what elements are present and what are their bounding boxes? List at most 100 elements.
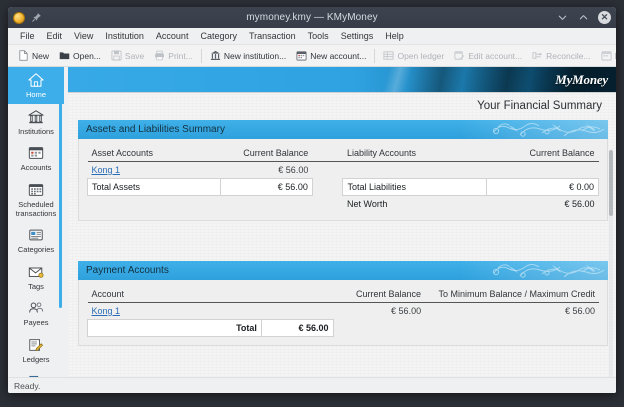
payment-account-name-cell[interactable]: Kong 1 [88, 303, 334, 320]
sidebar-content-splitter[interactable] [64, 67, 68, 377]
section-title-payment-accounts: Payment Accounts [86, 265, 169, 276]
sidebar-item-payees[interactable]: Payees [8, 295, 64, 332]
credit-transfer-icon [601, 50, 612, 61]
menu-item-category[interactable]: Category [200, 31, 237, 41]
gap-cell-2 [425, 320, 599, 337]
menu-item-account[interactable]: Account [155, 31, 189, 41]
table-header-row: Account Current Balance To Minimum Balan… [87, 287, 599, 303]
toolbar-button-open[interactable]: Open... [54, 48, 106, 63]
toolbar-button-save-label: Save [124, 50, 145, 61]
menu-item-institution[interactable]: Institution [105, 31, 144, 41]
home-icon [26, 71, 46, 89]
tag-icon [26, 263, 46, 281]
total-assets-value: € 56.00 [219, 178, 313, 196]
sidebar-item-categories-label: Categories [17, 245, 55, 255]
sidebar: Home Institutions [8, 67, 64, 377]
table-row-totals: Total € 56.00 [87, 319, 600, 337]
payment-account-to-minimum-cell: € 56.00 [564, 306, 595, 317]
sidebar-item-ledgers[interactable]: Ledgers [8, 332, 64, 369]
sidebar-scrollbar-thumb[interactable] [59, 69, 62, 308]
toolbar-button-new-credit-transfer-label: New credit transfer [615, 51, 616, 61]
toolbar-button-save: Save [106, 48, 149, 63]
menu-item-transaction[interactable]: Transaction [248, 31, 296, 41]
title-bar[interactable]: mymoney.kmy — KMyMoney ✕ [8, 7, 616, 28]
menu-item-help[interactable]: Help [385, 31, 404, 41]
accounts-icon [26, 144, 46, 162]
section-body-assets-liabilities: Asset Accounts Current Balance Liability… [78, 139, 608, 221]
col-to-minimum-balance: To Minimum Balance / Maximum Credit [425, 287, 599, 303]
sidebar-item-categories[interactable]: Categories [8, 222, 64, 259]
section-payment-accounts: Payment Accounts [78, 261, 608, 346]
col-asset-accounts: Asset Accounts [87, 146, 221, 162]
net-worth-value: € 56.00 [564, 199, 595, 209]
sidebar-item-scheduled-transactions[interactable]: Scheduled transactions [8, 177, 64, 222]
sidebar-item-institutions[interactable]: Institutions [8, 104, 64, 141]
menu-item-edit[interactable]: Edit [46, 31, 63, 41]
payment-total-label: Total [87, 319, 262, 337]
filigree-ornament-icon [492, 264, 605, 278]
toolbar-button-print-label: Print... [168, 50, 193, 61]
toolbar-button-edit-account: Edit account... [449, 48, 527, 63]
sidebar-item-tags[interactable]: Tags [8, 259, 64, 296]
menu-item-view[interactable]: View [74, 31, 94, 41]
content-scrollbar-thumb[interactable] [609, 150, 613, 216]
toolbar-button-new-institution[interactable]: New institution... [205, 48, 291, 63]
assets-liabilities-table: Asset Accounts Current Balance Liability… [87, 146, 600, 213]
asset-account-name-cell[interactable]: Kong 1 [88, 162, 221, 179]
payees-icon [26, 299, 46, 317]
reconcile-icon [532, 50, 543, 61]
menu-item-tools[interactable]: Tools [307, 31, 329, 41]
toolbar-button-new-label: New [32, 50, 50, 61]
minimize-icon[interactable] [556, 11, 569, 24]
summary-scroll-area[interactable]: Assets and Liabilities Summary [68, 120, 616, 377]
net-worth-empty-cell [88, 196, 221, 213]
close-glyph: ✕ [600, 12, 609, 22]
app-window: mymoney.kmy — KMyMoney ✕ File Edit View … [8, 7, 616, 393]
toolbar-button-new-account[interactable]: New account... [291, 48, 371, 63]
content-scrollbar[interactable] [609, 150, 613, 377]
section-body-payment-accounts: Account Current Balance To Minimum Balan… [78, 280, 608, 346]
sidebar-item-investments[interactable]: Investments [8, 369, 64, 377]
section-header-payment-accounts: Payment Accounts [78, 261, 608, 280]
net-worth-empty-cell-2 [220, 196, 312, 213]
close-icon[interactable]: ✕ [598, 11, 611, 24]
floppy-save-icon [111, 50, 122, 61]
section-title-assets-liabilities: Assets and Liabilities Summary [86, 124, 225, 135]
table-row[interactable]: Kong 1 € 56.00 [88, 162, 599, 179]
toolbar-button-new-account-label: New account... [310, 50, 367, 61]
table-row[interactable]: Kong 1 € 56.00 € 56.00 [88, 303, 600, 320]
toolbar-button-new[interactable]: New [13, 48, 54, 63]
toolbar-button-new-credit-transfer: New credit transfer [596, 48, 616, 63]
sidebar-item-home[interactable]: Home [8, 67, 64, 104]
sidebar-item-accounts[interactable]: Accounts [8, 140, 64, 177]
assets-liabilities-table-head: Asset Accounts Current Balance Liability… [87, 146, 599, 162]
toolbar-button-reconcile: Reconcile... [527, 48, 595, 63]
content-area: MyMoney Your Financial Summary Assets an… [68, 67, 616, 377]
pin-icon[interactable] [31, 12, 42, 23]
col-liability-accounts: Liability Accounts [342, 146, 487, 162]
sidebar-item-ledgers-label: Ledgers [22, 355, 50, 364]
account-link-kong1[interactable]: Kong 1 [91, 306, 121, 316]
sidebar-scrollbar[interactable] [59, 69, 62, 375]
menu-item-file[interactable]: File [20, 31, 35, 41]
sidebar-item-home-label: Home [25, 90, 46, 99]
table-row-totals: Total Assets € 56.00 Total Liabilities €… [87, 178, 600, 196]
window-controls: ✕ [556, 11, 611, 24]
gap-cell [312, 162, 343, 179]
menu-item-settings[interactable]: Settings [340, 31, 374, 41]
toolbar-button-print: Print... [149, 48, 198, 63]
account-link-kong1[interactable]: Kong 1 [91, 165, 121, 175]
printer-icon [154, 50, 165, 61]
ledger-icon [383, 50, 394, 61]
maximize-icon[interactable] [577, 11, 590, 24]
sidebar-item-scheduled-transactions-label: Scheduled transactions [15, 199, 57, 218]
total-liabilities-value: € 0.00 [485, 178, 600, 196]
folder-open-icon [59, 50, 70, 61]
window-title: mymoney.kmy — KMyMoney [246, 12, 378, 23]
payment-total-value: € 56.00 [260, 319, 334, 337]
table-header-row: Asset Accounts Current Balance Liability… [87, 146, 599, 162]
col-asset-current-balance: Current Balance [220, 146, 313, 162]
account-calendar-icon [296, 50, 307, 61]
total-liabilities-label: Total Liabilities [342, 178, 487, 196]
content-scrollbar-track[interactable] [609, 150, 613, 377]
